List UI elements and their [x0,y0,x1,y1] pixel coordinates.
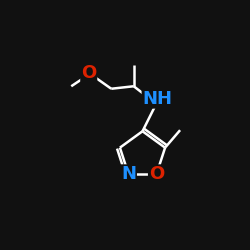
Text: O: O [149,165,164,183]
Text: NH: NH [142,90,172,108]
Text: O: O [81,64,96,82]
Text: N: N [121,165,136,183]
